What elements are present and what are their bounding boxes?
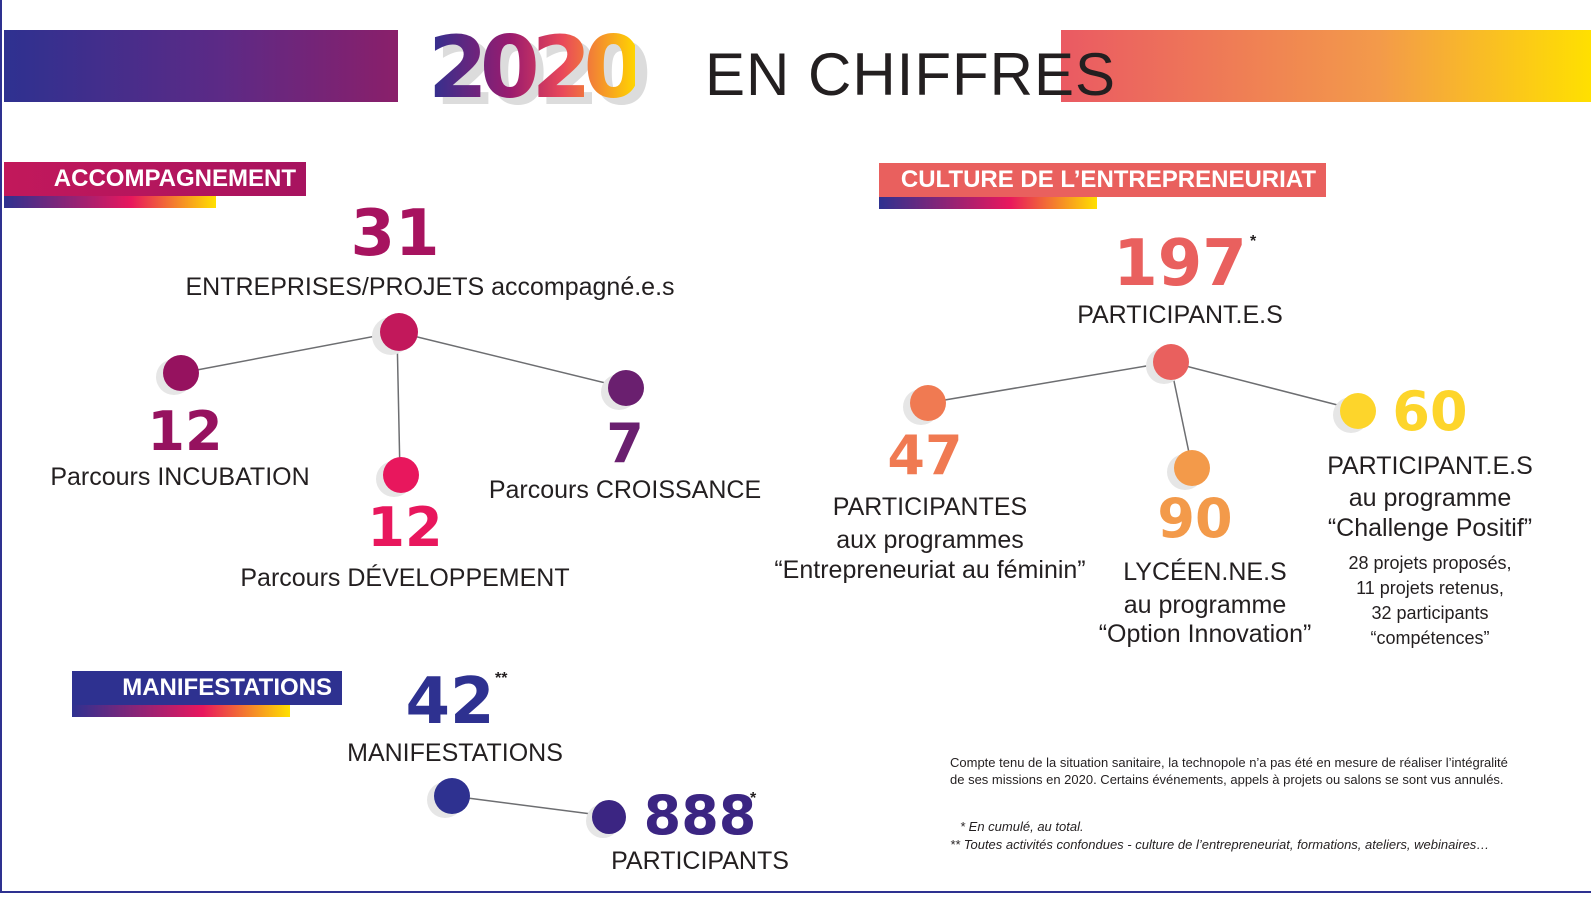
stat-label-feminin-2: aux programmes (836, 526, 1024, 554)
stat-label-challenge-2: au programme (1348, 484, 1512, 512)
stat-label-challenge-1: PARTICIPANT.E.S (1327, 452, 1533, 480)
header-gradient-bar-right (1061, 30, 1591, 102)
stat-label-challenge-3: “Challenge Positif” (1327, 514, 1533, 542)
stat-value-participants: 888 (643, 784, 757, 847)
connector-line (396, 331, 627, 389)
section-label-accompagnement: ACCOMPAGNEMENT (4, 162, 306, 196)
stat-value-culture: 197 (1113, 227, 1247, 301)
section-label-culture: CULTURE DE L’ENTREPRENEURIAT (879, 163, 1326, 197)
stat-value-feminin: 47 (887, 424, 963, 487)
connector-line (451, 795, 608, 817)
stat-label-developpement: Parcours DÉVELOPPEMENT (240, 564, 570, 592)
stat-label-innovation-3: “Option Innovation” (1098, 620, 1312, 648)
section-underline-culture (879, 197, 1097, 209)
node-dot-challenge (1340, 393, 1376, 429)
stat-label-incubation: Parcours INCUBATION (50, 463, 310, 491)
footnote-1: * En cumulé, au total. (960, 819, 1084, 834)
year-title: 2020 (428, 18, 643, 118)
stat-value-manifestations: 42 (405, 665, 495, 739)
stat-value-incubation: 12 (147, 400, 223, 463)
stat-value-challenge: 60 (1392, 380, 1468, 443)
node-dot-developpement (383, 457, 419, 493)
year-shadow: 2020 (436, 25, 651, 125)
node-dot-culture-main (1153, 344, 1189, 380)
section-underline-accompagnement (4, 196, 216, 208)
stat-label-culture: PARTICIPANT.E.S (1077, 301, 1283, 329)
footnote-star: * (1250, 233, 1257, 250)
page-title: EN CHIFFRES (705, 41, 1117, 108)
stat-label-feminin-1: PARTICIPANTES (832, 493, 1028, 521)
stat-value-croissance: 7 (606, 412, 644, 475)
connector-line (926, 361, 1171, 404)
section-underline-manifestations (72, 705, 290, 717)
stat-label-feminin-3: “Entrepreneuriat au féminin” (774, 556, 1086, 584)
node-dot-innovation (1174, 450, 1210, 486)
challenge-detail: “compétences” (1370, 628, 1490, 648)
challenge-detail: 32 participants (1371, 603, 1489, 623)
stat-label-innovation-1: LYCÉEN.NE.S (1123, 558, 1287, 586)
stat-value-accompagnement: 31 (350, 197, 440, 271)
challenge-detail: 28 projets proposés, (1348, 553, 1512, 573)
stat-value-innovation: 90 (1157, 487, 1233, 550)
stat-value-developpement: 12 (367, 496, 443, 559)
node-dot-feminin (910, 385, 946, 421)
stat-label-accompagnement: ENTREPRISES/PROJETS accompagné.e.s (185, 273, 675, 301)
stat-label-participants: PARTICIPANTS (611, 847, 789, 875)
stat-label-innovation-2: au programme (1123, 591, 1287, 619)
node-dot-croissance (608, 370, 644, 406)
connector-line (1169, 361, 1358, 411)
stat-label-croissance: Parcours CROISSANCE (488, 476, 762, 504)
footnote-star: * (750, 790, 757, 807)
node-dot-manifestations (434, 778, 470, 814)
section-label-manifestations: MANIFESTATIONS (72, 671, 342, 705)
footnote-2: ** Toutes activités confondues - culture… (950, 837, 1490, 852)
node-dot-main (380, 313, 418, 351)
challenge-detail: 11 projets retenus, (1356, 578, 1504, 598)
header-gradient-bar-left (4, 30, 398, 102)
footnote-star: ** (495, 670, 508, 687)
connector-line (396, 331, 401, 476)
node-dot-incubation (163, 355, 199, 391)
node-dot-participants (592, 800, 626, 834)
stat-label-manifestations: MANIFESTATIONS (347, 739, 563, 767)
connector-line (180, 331, 398, 374)
context-note: Compte tenu de la situation sanitaire, l… (950, 755, 1508, 787)
